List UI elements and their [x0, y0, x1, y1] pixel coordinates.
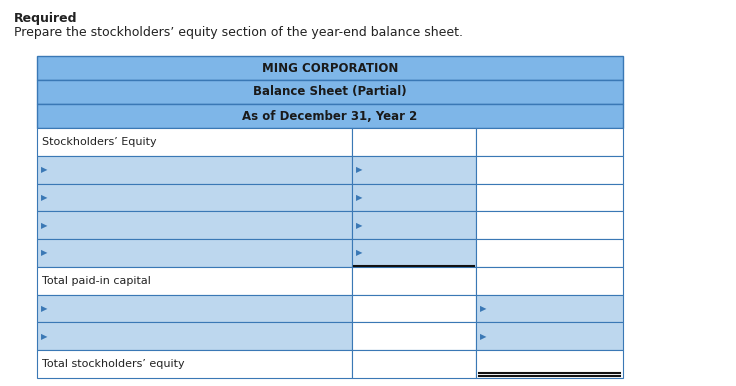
Bar — [476, 350, 623, 378]
Bar — [352, 350, 476, 378]
Text: ▶: ▶ — [41, 221, 48, 230]
Bar — [37, 267, 352, 295]
Text: ▶: ▶ — [356, 249, 363, 257]
Bar — [352, 267, 476, 295]
Bar — [37, 295, 352, 322]
Text: ▶: ▶ — [356, 165, 363, 174]
Bar — [352, 156, 476, 184]
Text: Required: Required — [14, 12, 77, 25]
Bar — [37, 350, 352, 378]
Text: Balance Sheet (Partial): Balance Sheet (Partial) — [253, 86, 407, 98]
Bar — [352, 211, 476, 239]
Text: As of December 31, Year 2: As of December 31, Year 2 — [242, 110, 417, 122]
Bar — [352, 295, 476, 322]
Text: Total stockholders’ equity: Total stockholders’ equity — [42, 359, 185, 369]
Bar — [476, 239, 623, 267]
Text: ▶: ▶ — [41, 193, 48, 202]
Bar — [476, 211, 623, 239]
Bar — [37, 239, 352, 267]
Bar — [352, 322, 476, 350]
Bar — [476, 295, 623, 322]
Text: Total paid-in capital: Total paid-in capital — [42, 276, 151, 286]
Text: ▶: ▶ — [41, 304, 48, 313]
Text: ▶: ▶ — [41, 165, 48, 174]
Bar — [352, 184, 476, 211]
Text: ▶: ▶ — [356, 193, 363, 202]
Bar — [476, 322, 623, 350]
Bar — [476, 184, 623, 211]
Text: Prepare the stockholders’ equity section of the year-end balance sheet.: Prepare the stockholders’ equity section… — [14, 26, 463, 39]
Text: ▶: ▶ — [356, 221, 363, 230]
Bar — [476, 156, 623, 184]
Text: Stockholders’ Equity: Stockholders’ Equity — [42, 137, 157, 147]
Text: ▶: ▶ — [480, 332, 486, 341]
Bar — [476, 128, 623, 156]
Text: ▶: ▶ — [480, 304, 486, 313]
Bar — [37, 184, 352, 211]
Bar — [37, 56, 623, 80]
Bar — [352, 239, 476, 267]
Bar — [37, 80, 623, 104]
Text: ▶: ▶ — [41, 249, 48, 257]
Bar — [37, 156, 352, 184]
Bar — [352, 128, 476, 156]
Bar — [37, 128, 352, 156]
Bar — [37, 211, 352, 239]
Bar — [476, 267, 623, 295]
Text: ▶: ▶ — [41, 332, 48, 341]
Bar — [37, 104, 623, 128]
Bar — [37, 322, 352, 350]
Text: MING CORPORATION: MING CORPORATION — [262, 61, 398, 74]
